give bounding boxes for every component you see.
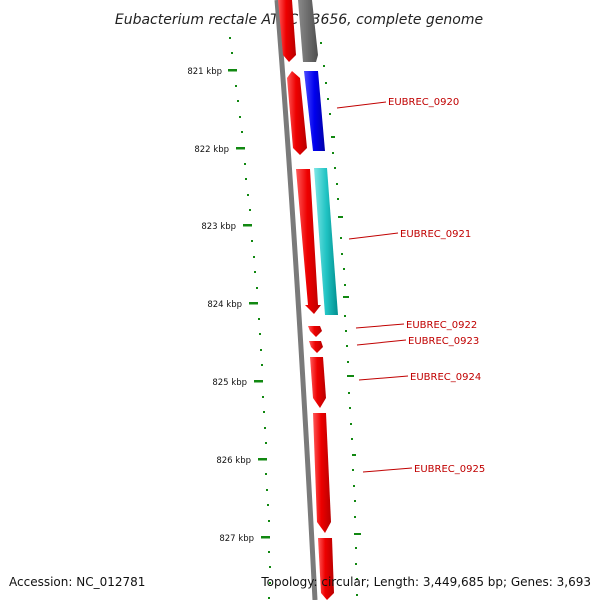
topology-text: Topology: circular; Length: 3,449,685 bp… [261, 575, 591, 589]
gene-arrow[interactable] [296, 169, 321, 314]
ruler-label: 824 kbp [207, 300, 242, 310]
gene-arrow[interactable] [287, 71, 307, 155]
ruler-label: 822 kbp [194, 145, 229, 155]
gene-arrow[interactable] [313, 413, 331, 533]
gene-arrow[interactable] [304, 71, 325, 151]
map-title: Eubacterium rectale ATCC 33656, complete… [115, 12, 483, 28]
gene-features [278, 0, 338, 600]
gene-arrow[interactable] [278, 0, 296, 62]
gene-label[interactable]: EUBREC_0922 [406, 320, 477, 331]
gene-label[interactable]: EUBREC_0921 [400, 229, 471, 240]
gene-arrow[interactable] [310, 357, 326, 408]
gene-labels: EUBREC_0920 EUBREC_0921 EUBREC_0922 EUBR… [388, 97, 485, 475]
ruler-labels: 821 kbp 822 kbp 823 kbp 824 kbp 825 kbp … [187, 67, 254, 544]
gene-arrow[interactable] [309, 341, 323, 353]
gene-arrow[interactable] [298, 0, 318, 62]
gene-label-leaders [336, 101, 413, 473]
ruler-label: 827 kbp [219, 534, 254, 544]
gene-arrow[interactable] [308, 326, 322, 337]
ruler-label: 826 kbp [216, 456, 251, 466]
ruler-label: 823 kbp [201, 222, 236, 232]
gene-label[interactable]: EUBREC_0924 [410, 372, 481, 383]
gene-arrow[interactable] [314, 168, 338, 315]
gene-label[interactable]: EUBREC_0925 [414, 464, 485, 475]
accession-text: Accession: NC_012781 [9, 575, 146, 589]
gene-label[interactable]: EUBREC_0923 [408, 336, 479, 347]
ruler-label: 825 kbp [212, 378, 247, 388]
ruler-ticks [228, 37, 361, 599]
gene-arrow[interactable] [318, 538, 334, 600]
gene-label[interactable]: EUBREC_0920 [388, 97, 459, 108]
ruler-label: 821 kbp [187, 67, 222, 77]
genome-backbone [274, 0, 318, 600]
